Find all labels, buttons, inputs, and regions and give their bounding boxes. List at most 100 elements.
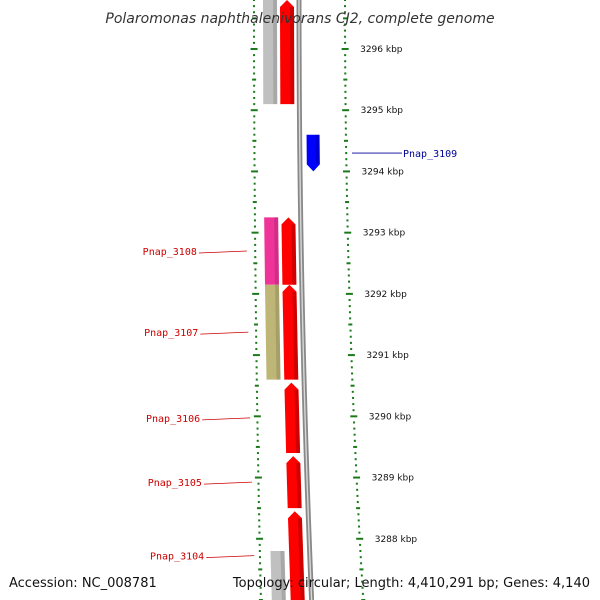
left-tick xyxy=(254,250,257,253)
gene-label: Pnap_3104 xyxy=(150,552,204,563)
left-tick xyxy=(253,41,256,44)
right-tick xyxy=(349,335,352,338)
left-tick xyxy=(250,109,258,112)
cog-block-shade xyxy=(273,0,278,105)
right-tick xyxy=(361,586,364,589)
right-tick xyxy=(347,243,350,246)
right-tick xyxy=(355,482,358,485)
left-tick xyxy=(258,543,261,546)
left-tick xyxy=(253,213,256,216)
right-tick-ring xyxy=(341,0,366,600)
left-tick xyxy=(257,458,260,461)
left-tick xyxy=(253,127,256,130)
left-tick xyxy=(258,568,263,571)
left-tick xyxy=(258,525,261,528)
left-tick xyxy=(252,139,257,142)
right-tick xyxy=(350,366,353,369)
kbp-tick-label: 3288 kbp xyxy=(375,535,418,545)
left-tick xyxy=(253,66,256,69)
left-tick xyxy=(252,78,257,81)
gene-label: Pnap_3107 xyxy=(144,328,198,339)
left-tick xyxy=(259,574,262,577)
left-tick xyxy=(253,164,256,167)
right-tick xyxy=(344,103,347,106)
left-tick xyxy=(253,84,256,87)
cog-block xyxy=(270,551,286,600)
left-tick xyxy=(253,103,256,106)
left-tick xyxy=(256,403,259,406)
left-tick xyxy=(253,0,255,1)
left-tick xyxy=(258,550,261,553)
right-tick xyxy=(344,127,347,130)
left-tick xyxy=(255,341,258,344)
left-tick xyxy=(253,207,256,210)
right-tick xyxy=(344,66,347,69)
cds-shade xyxy=(290,7,295,105)
right-tick xyxy=(351,390,354,393)
left-tick xyxy=(255,329,258,332)
right-tick xyxy=(353,439,356,442)
right-tick xyxy=(358,531,361,534)
gene-label-leader xyxy=(200,331,249,335)
right-tick xyxy=(361,592,364,595)
right-tick xyxy=(356,501,359,504)
left-tick xyxy=(253,182,256,185)
left-tick xyxy=(256,409,259,412)
right-tick xyxy=(353,427,356,430)
left-tick xyxy=(251,170,259,173)
right-tick xyxy=(344,115,347,118)
forward-cds-arrow xyxy=(284,382,301,454)
right-tick xyxy=(350,384,355,387)
right-tick xyxy=(353,433,356,436)
kbp-tick-label: 3296 kbp xyxy=(360,45,403,55)
left-tick xyxy=(253,415,261,418)
left-tick xyxy=(255,390,258,393)
kbp-tick-label: 3291 kbp xyxy=(366,351,409,361)
right-tick xyxy=(348,280,351,283)
left-tick xyxy=(255,347,258,350)
left-tick xyxy=(258,513,261,516)
left-tick xyxy=(254,237,257,240)
left-tick xyxy=(252,354,260,357)
left-tick xyxy=(258,531,261,534)
right-tick xyxy=(344,139,349,142)
right-tick xyxy=(347,250,350,253)
left-tick xyxy=(253,176,256,179)
left-tick xyxy=(254,256,257,259)
left-tick xyxy=(253,188,256,191)
right-tick xyxy=(354,464,357,467)
left-tick xyxy=(253,54,256,57)
cog-block xyxy=(263,0,278,105)
right-tick xyxy=(345,182,348,185)
backbone xyxy=(296,0,315,600)
left-tick xyxy=(256,452,259,455)
kbp-tick-label: 3294 kbp xyxy=(361,167,404,177)
right-tick xyxy=(350,360,353,363)
right-tick xyxy=(344,11,347,14)
cds-shade xyxy=(291,224,297,285)
left-tick xyxy=(253,152,256,155)
right-tick xyxy=(345,152,348,155)
right-tick xyxy=(344,41,347,44)
right-tick xyxy=(344,29,347,32)
right-tick xyxy=(344,72,347,75)
left-tick xyxy=(253,72,256,75)
right-tick xyxy=(355,470,358,473)
left-tick xyxy=(252,201,257,204)
left-tick xyxy=(255,378,258,381)
gene-label: Pnap_3105 xyxy=(148,478,202,489)
right-tick xyxy=(348,323,353,326)
left-tick xyxy=(253,121,256,124)
cds-shade xyxy=(292,291,299,380)
right-tick xyxy=(356,507,361,510)
left-tick xyxy=(259,562,262,565)
gene-label: Pnap_3106 xyxy=(146,414,200,425)
left-tick xyxy=(253,60,256,63)
right-tick xyxy=(346,225,349,228)
left-tick xyxy=(253,11,255,14)
cog-track xyxy=(263,0,286,600)
left-tick xyxy=(254,286,257,289)
left-tick xyxy=(254,305,257,308)
gene-label-leader xyxy=(206,555,255,559)
right-tick xyxy=(348,311,351,314)
